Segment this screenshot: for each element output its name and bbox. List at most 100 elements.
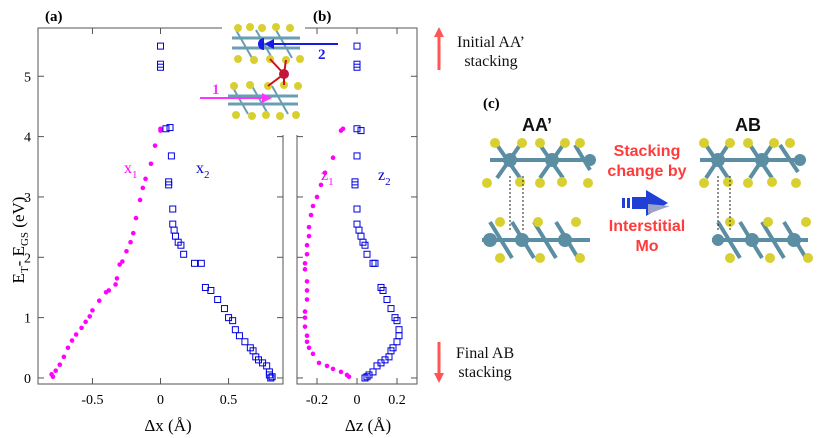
data-point-z1 <box>304 288 310 293</box>
data-point-x1 <box>83 319 88 325</box>
data-point-x2 <box>171 232 179 240</box>
data-point-x1 <box>49 372 54 377</box>
data-point-z1 <box>324 363 330 369</box>
data-point-z1 <box>302 309 308 314</box>
data-point-z2 <box>363 250 371 258</box>
data-point-x2 <box>220 305 228 313</box>
data-point-x1 <box>53 368 58 374</box>
data-point-x2 <box>167 152 175 160</box>
data-point-z1 <box>310 203 316 209</box>
x-tick-label: 0.2 <box>388 393 406 408</box>
data-point-x2 <box>157 42 164 50</box>
series-label-z1: z1 <box>321 167 334 188</box>
ylabel-main: E <box>9 273 28 283</box>
data-point-x1 <box>137 197 143 203</box>
data-point-z1 <box>330 366 336 372</box>
inset-label-2: 2 <box>318 47 326 63</box>
data-point-x2 <box>268 373 276 381</box>
data-point-z2 <box>387 305 395 313</box>
data-point-x2 <box>157 60 164 68</box>
data-point-x1 <box>148 161 154 167</box>
ylabel-sub1: T <box>19 266 31 273</box>
panel-b-axes: -0.2 0 0.2 <box>296 27 418 408</box>
y-tick-label: 1 <box>24 312 31 327</box>
data-point-z1 <box>302 324 308 329</box>
final-line-2: stacking <box>458 364 512 381</box>
data-point-z2 <box>383 296 391 304</box>
data-point-x1 <box>87 314 93 319</box>
data-point-x2 <box>162 125 170 133</box>
data-point-x2 <box>169 205 177 213</box>
data-point-z1 <box>316 360 322 366</box>
inset-bottom-layer <box>228 81 302 120</box>
panel-a-points <box>49 42 276 382</box>
series-label-z2: z2 <box>378 167 391 188</box>
data-point-z2 <box>361 374 369 382</box>
x-tick-label: 0 <box>354 393 361 408</box>
ab-title: AB <box>735 115 761 135</box>
data-point-z1 <box>304 297 310 302</box>
data-point-x2 <box>166 124 174 132</box>
data-point-x1 <box>96 298 102 304</box>
data-point-z1 <box>304 251 310 257</box>
data-point-x1 <box>120 259 125 264</box>
panel-a-label: (a) <box>45 9 63 25</box>
data-point-x1 <box>61 354 67 360</box>
data-point-x1 <box>133 215 139 221</box>
data-point-x2 <box>180 250 188 258</box>
data-point-z2 <box>353 220 361 228</box>
data-point-z2 <box>357 232 365 240</box>
data-point-x2 <box>231 326 239 334</box>
data-point-z1 <box>340 126 346 132</box>
data-point-x1 <box>57 362 63 367</box>
data-point-z2 <box>353 152 361 160</box>
data-point-x2 <box>191 259 199 267</box>
data-point-z1 <box>318 182 324 188</box>
data-point-z2 <box>353 60 361 68</box>
data-point-z2 <box>353 42 361 50</box>
panel-b-ticks: -0.2 0 0.2 <box>297 28 417 408</box>
data-point-x1 <box>140 185 146 191</box>
initial-arrow <box>434 27 444 70</box>
data-point-x1 <box>69 338 75 343</box>
data-point-x1 <box>143 176 148 182</box>
data-point-x1 <box>124 248 129 254</box>
data-point-x2 <box>177 241 185 249</box>
data-point-z2 <box>371 259 379 267</box>
data-point-z2 <box>355 226 363 234</box>
x-axis-label-a: Δx (Å) <box>144 416 191 435</box>
x-tick-label: -0.2 <box>306 393 328 408</box>
x-tick-label: 0.5 <box>220 393 238 408</box>
data-point-z2 <box>373 362 381 370</box>
y-tick-label: 4 <box>24 131 31 146</box>
x-tick-label: 0 <box>157 393 164 408</box>
interstitial-mo-text: Interstitial Mo <box>603 217 691 257</box>
data-point-z1 <box>322 170 328 176</box>
data-point-x2 <box>267 374 275 382</box>
data-point-z1 <box>302 261 308 266</box>
data-point-x2 <box>197 259 205 267</box>
data-point-x1 <box>158 126 163 132</box>
final-arrow <box>434 342 444 383</box>
aa-title: AA’ <box>522 115 553 135</box>
data-point-x1 <box>106 288 112 293</box>
data-point-z1 <box>306 345 312 351</box>
final-line-1: Final AB <box>455 345 515 362</box>
y-tick-label: 5 <box>24 70 31 85</box>
panel-a-axes: -0.5 0 0.5 0 1 2 3 4 5 <box>24 27 284 408</box>
data-point-z2 <box>363 373 371 381</box>
panel-c-label: (c) <box>483 96 500 112</box>
initial-line-2: stacking <box>464 53 518 70</box>
data-point-z1 <box>338 369 344 375</box>
stacking-change-arrow <box>622 190 670 216</box>
data-point-x1 <box>65 345 71 351</box>
final-stacking-text: Final AB stacking <box>445 344 525 382</box>
y-tick-label: 2 <box>24 251 31 266</box>
y-tick-label: 0 <box>24 372 31 387</box>
inset-structure: 2 1 <box>200 20 338 135</box>
data-point-z2 <box>395 332 403 340</box>
panel-b-label: (b) <box>313 9 331 25</box>
ab-structure <box>699 138 813 263</box>
ylabel-unit: (eV) <box>9 197 28 232</box>
